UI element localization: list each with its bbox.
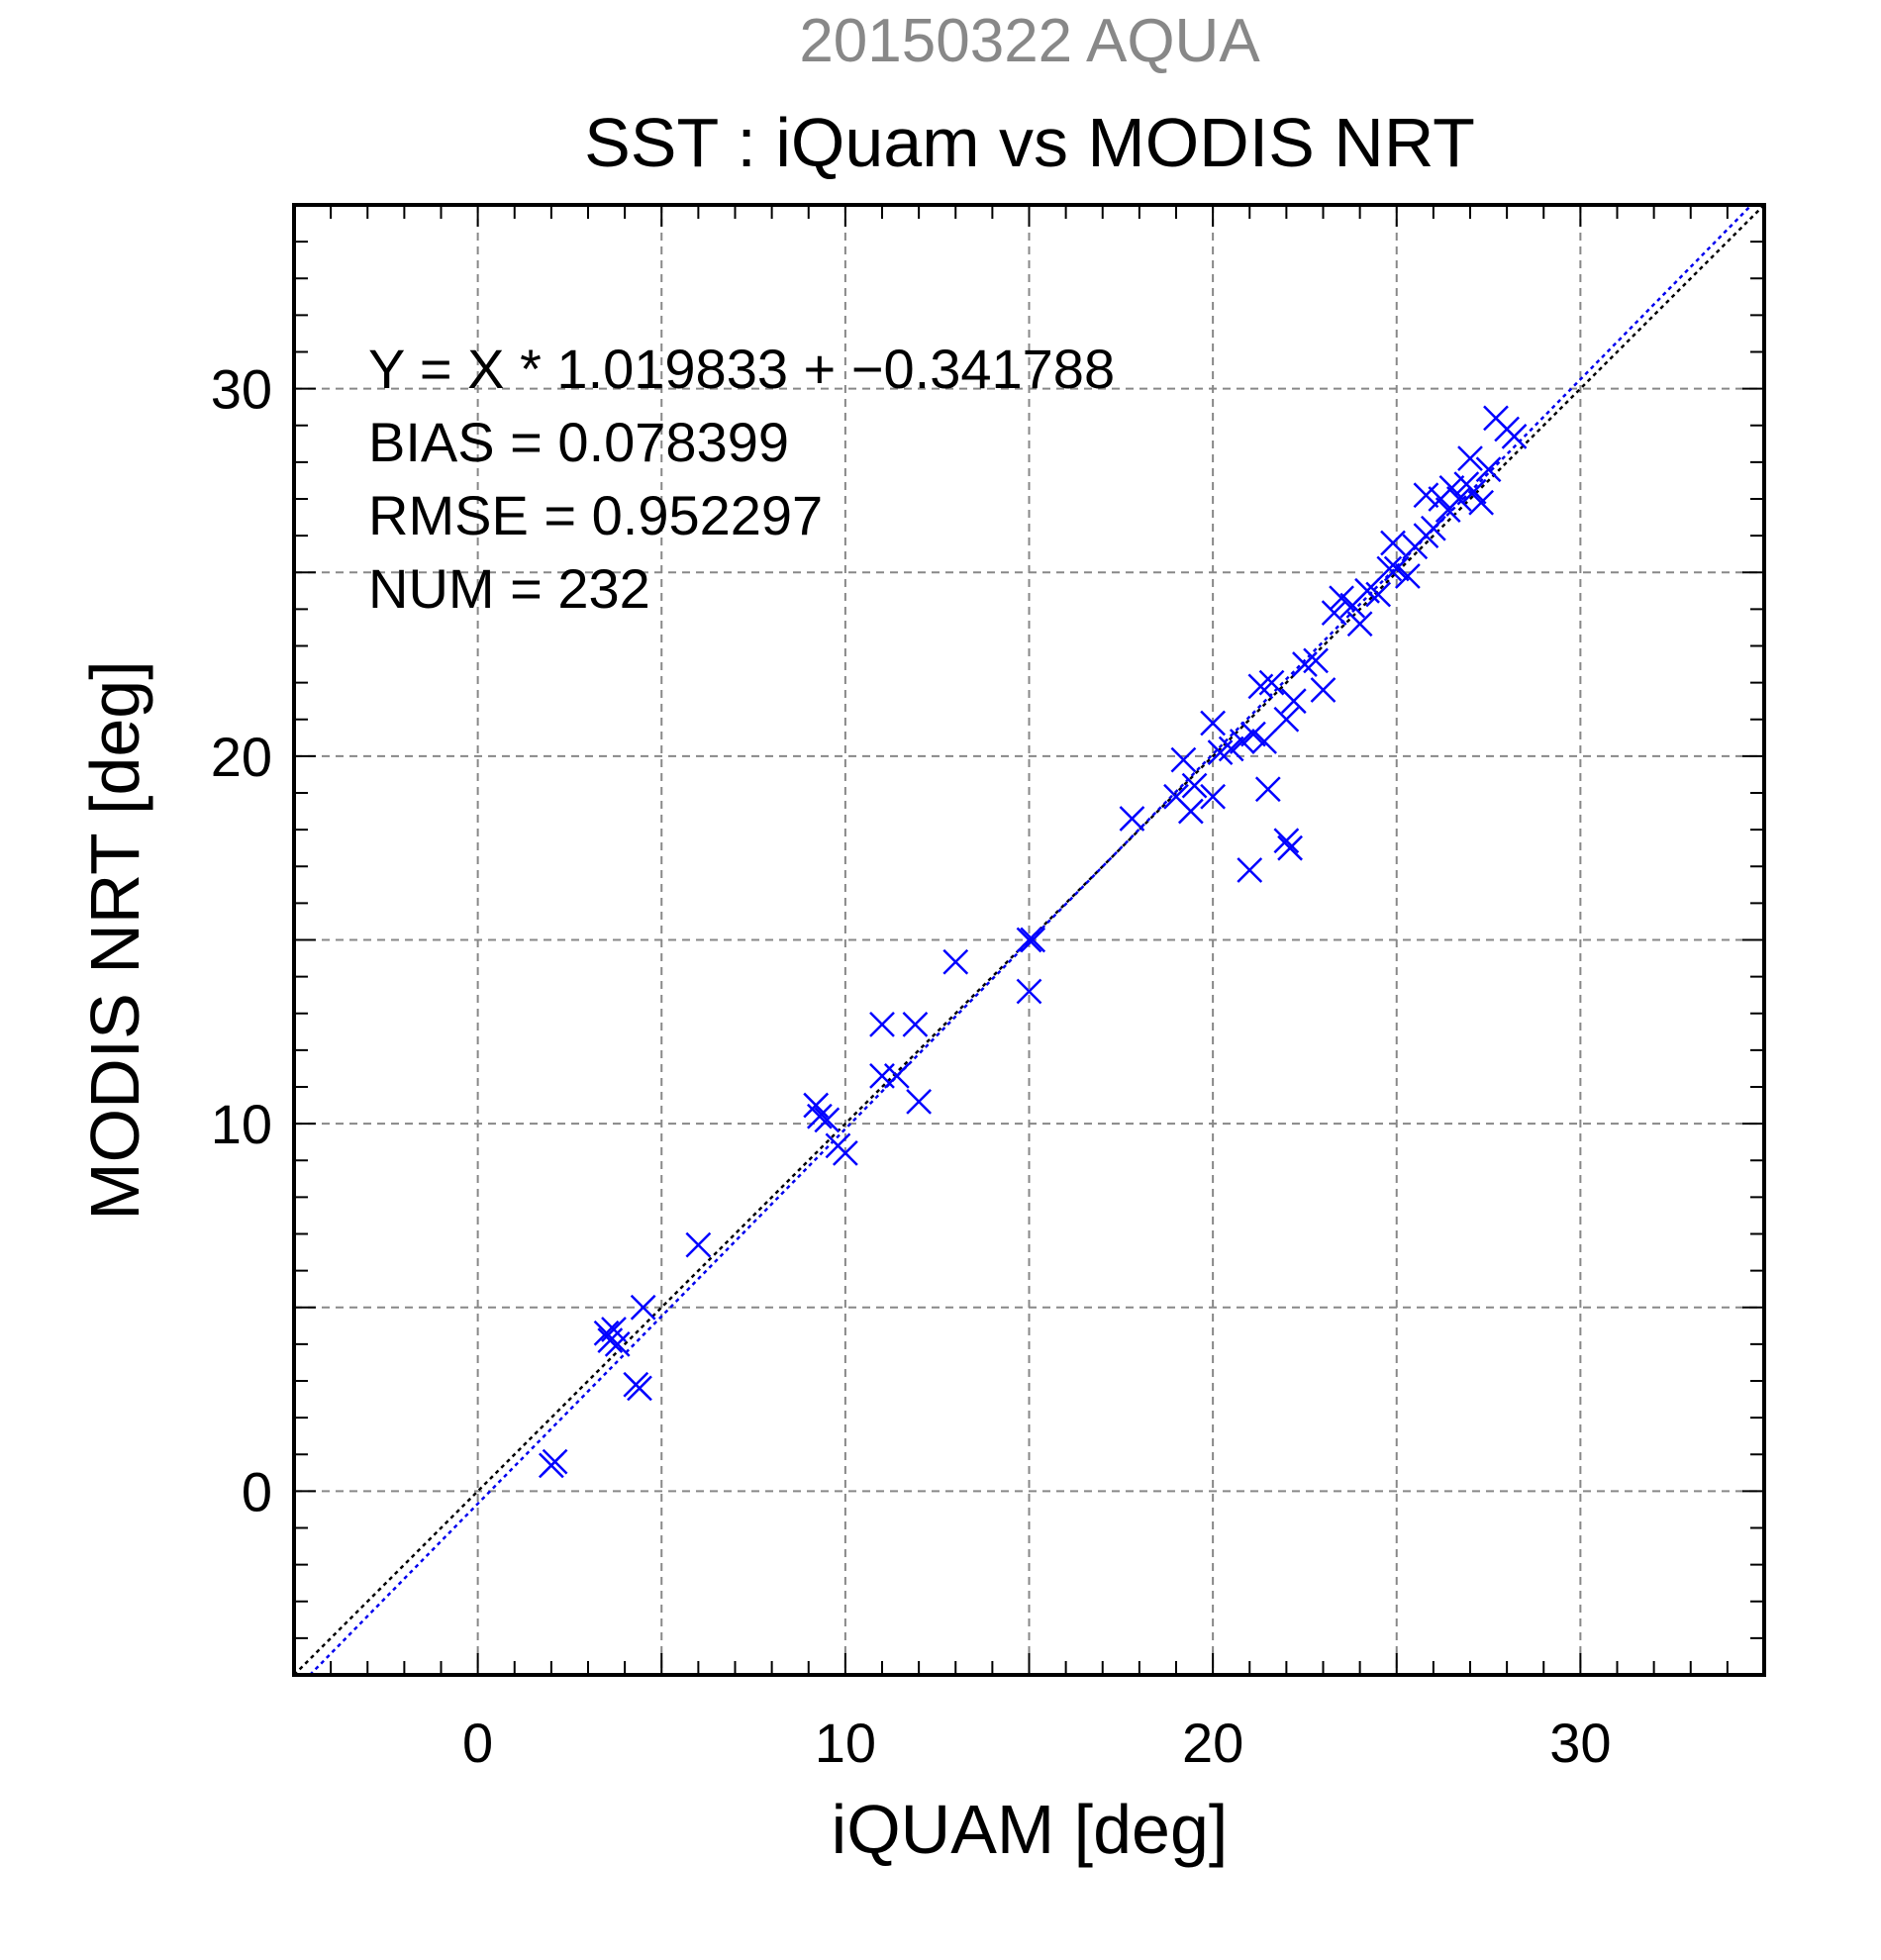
data-point bbox=[1475, 456, 1502, 483]
data-point bbox=[1020, 927, 1046, 953]
x-tick-label: 0 bbox=[462, 1712, 493, 1774]
stats-line-num: NUM = 232 bbox=[368, 557, 650, 620]
data-point bbox=[1380, 530, 1406, 556]
data-point bbox=[1321, 600, 1347, 626]
stats-line-bias: BIAS = 0.078399 bbox=[368, 411, 789, 473]
data-point bbox=[902, 1012, 929, 1037]
data-point bbox=[869, 1062, 895, 1089]
stats-box: Y = X * 1.019833 + −0.341788 BIAS = 0.07… bbox=[368, 338, 1115, 620]
data-point bbox=[1119, 806, 1145, 832]
data-point bbox=[1501, 424, 1528, 449]
x-axis-label: iQUAM [deg] bbox=[832, 1791, 1229, 1868]
data-point bbox=[1420, 515, 1446, 541]
x-tick-label: 10 bbox=[815, 1712, 876, 1774]
data-point bbox=[604, 1330, 631, 1357]
data-point bbox=[1438, 474, 1465, 501]
data-point bbox=[1237, 857, 1263, 883]
data-point bbox=[1460, 478, 1487, 505]
data-point bbox=[1468, 489, 1495, 516]
data-point bbox=[832, 1139, 858, 1166]
data-point bbox=[542, 1448, 568, 1475]
data-point bbox=[627, 1375, 652, 1402]
stats-line-rmse: RMSE = 0.952297 bbox=[368, 484, 823, 546]
stats-line-regression: Y = X * 1.019833 + −0.341788 bbox=[368, 338, 1115, 400]
chart-title: 20150322 AQUA bbox=[799, 7, 1260, 75]
y-tick-label: 30 bbox=[211, 358, 272, 421]
data-point bbox=[1258, 669, 1285, 696]
data-point bbox=[1181, 772, 1208, 799]
data-point bbox=[869, 1012, 895, 1037]
data-point bbox=[1395, 563, 1421, 589]
data-point bbox=[883, 1062, 910, 1089]
data-point bbox=[1170, 746, 1197, 773]
y-axis-label: MODIS NRT [deg] bbox=[76, 660, 153, 1220]
data-point bbox=[1229, 729, 1255, 754]
data-point bbox=[1218, 735, 1244, 762]
y-tick-label: 10 bbox=[211, 1093, 272, 1155]
data-point bbox=[942, 948, 969, 975]
data-point bbox=[1346, 611, 1373, 637]
data-point bbox=[630, 1294, 656, 1321]
minor-ticks bbox=[294, 205, 1764, 1675]
data-point bbox=[1413, 482, 1439, 509]
data-point bbox=[1303, 647, 1329, 674]
data-point bbox=[1365, 581, 1392, 608]
x-tick-label: 30 bbox=[1549, 1712, 1611, 1774]
data-point bbox=[1445, 486, 1472, 512]
regression-line bbox=[309, 204, 1753, 1676]
data-point bbox=[1329, 585, 1354, 612]
data-point bbox=[1277, 834, 1303, 861]
y-tick-labels: 0 10 20 30 bbox=[211, 358, 272, 1523]
data-point bbox=[601, 1317, 627, 1342]
data-point bbox=[685, 1231, 712, 1258]
y-tick-label: 0 bbox=[242, 1460, 272, 1522]
data-point bbox=[1251, 729, 1277, 754]
data-point bbox=[1280, 688, 1307, 715]
data-point bbox=[1240, 721, 1266, 747]
data-point bbox=[1457, 445, 1483, 472]
data-point bbox=[1273, 706, 1300, 733]
data-point bbox=[807, 1103, 833, 1129]
x-tick-labels: 0 10 20 30 bbox=[462, 1712, 1611, 1774]
data-point bbox=[1383, 555, 1410, 582]
data-point bbox=[1273, 828, 1300, 854]
data-point bbox=[1200, 783, 1227, 810]
data-point bbox=[1177, 798, 1204, 825]
x-tick-label: 20 bbox=[1182, 1712, 1243, 1774]
chart-subtitle: SST : iQuam vs MODIS NRT bbox=[584, 104, 1475, 181]
data-point bbox=[1376, 555, 1403, 582]
data-points bbox=[538, 405, 1528, 1479]
data-point bbox=[906, 1088, 933, 1115]
data-point bbox=[1016, 978, 1042, 1005]
y-tick-label: 20 bbox=[211, 726, 272, 788]
plot-frame bbox=[292, 203, 1766, 1677]
data-point bbox=[1016, 927, 1042, 953]
data-point bbox=[1310, 677, 1336, 703]
data-point bbox=[1200, 710, 1227, 736]
data-point bbox=[1254, 776, 1281, 803]
data-point bbox=[814, 1107, 841, 1133]
